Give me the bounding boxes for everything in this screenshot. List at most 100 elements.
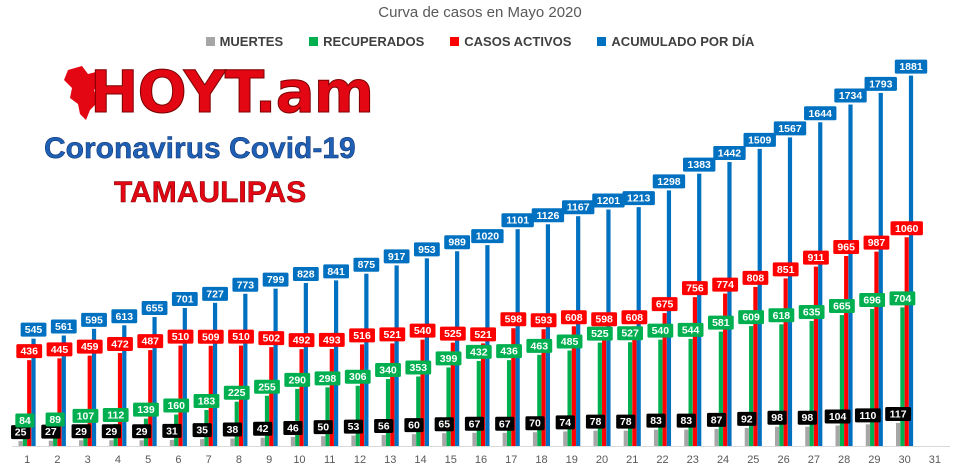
data-label-text: 1213 bbox=[627, 193, 651, 205]
data-label: 306 bbox=[344, 369, 371, 384]
data-label-box bbox=[894, 59, 928, 74]
data-label-text: 67 bbox=[499, 418, 511, 430]
data-label-text: 510 bbox=[172, 331, 190, 343]
data-label-text: 445 bbox=[51, 344, 69, 356]
data-label: 29 bbox=[132, 424, 152, 439]
bar bbox=[325, 387, 330, 446]
data-label-box bbox=[742, 270, 769, 285]
data-label-box bbox=[228, 329, 254, 344]
data-label: 598 bbox=[591, 312, 618, 327]
bar bbox=[139, 440, 144, 446]
data-label-text: 117 bbox=[890, 408, 907, 420]
data-label-box bbox=[622, 191, 655, 206]
data-label-box bbox=[768, 308, 795, 323]
data-label: 436 bbox=[16, 344, 43, 359]
data-label-box bbox=[314, 371, 341, 386]
data-label-box bbox=[20, 322, 47, 337]
data-label-box bbox=[50, 319, 77, 334]
data-label-box bbox=[616, 414, 636, 429]
data-label: 540 bbox=[647, 323, 674, 338]
bar bbox=[904, 237, 909, 446]
data-label: 1793 bbox=[864, 76, 897, 91]
legend-swatch bbox=[450, 37, 460, 46]
data-label-text: 593 bbox=[535, 315, 553, 327]
data-label-text: 35 bbox=[196, 425, 208, 437]
data-label-text: 502 bbox=[263, 333, 281, 345]
bar bbox=[571, 326, 576, 446]
data-label: 608 bbox=[621, 310, 648, 325]
data-label-box bbox=[617, 326, 643, 341]
data-label-box bbox=[262, 272, 289, 287]
x-tick-label: 12 bbox=[354, 454, 366, 466]
data-label-box bbox=[773, 121, 807, 136]
data-label-box bbox=[353, 257, 380, 272]
data-label-text: 160 bbox=[167, 400, 185, 412]
data-label-text: 432 bbox=[470, 346, 488, 358]
data-label: 598 bbox=[500, 312, 527, 327]
legend-label: RECUPERADOS bbox=[323, 34, 425, 49]
bar bbox=[57, 358, 62, 446]
data-label-text: 987 bbox=[868, 237, 886, 249]
data-label: 799 bbox=[262, 272, 289, 287]
bar bbox=[61, 335, 66, 446]
data-label-box bbox=[890, 221, 923, 236]
bar bbox=[809, 320, 814, 446]
data-label-box bbox=[283, 420, 303, 435]
bar bbox=[723, 293, 728, 446]
data-label: 828 bbox=[292, 266, 319, 281]
bar bbox=[779, 324, 784, 446]
data-label: 38 bbox=[222, 422, 243, 437]
x-tick-label: 5 bbox=[145, 454, 151, 466]
data-label: 1020 bbox=[471, 229, 504, 244]
data-label: 67 bbox=[464, 416, 485, 431]
data-label-box bbox=[253, 421, 273, 436]
data-label: 485 bbox=[556, 334, 583, 349]
data-label-box bbox=[682, 281, 708, 296]
data-label: 27 bbox=[41, 424, 61, 439]
data-label-box bbox=[500, 312, 527, 327]
data-label-text: 50 bbox=[317, 422, 329, 434]
bar bbox=[109, 440, 114, 446]
data-label-text: 516 bbox=[353, 330, 371, 342]
legend-swatch bbox=[309, 37, 319, 46]
bar bbox=[446, 367, 451, 446]
bar bbox=[870, 308, 875, 446]
data-label: 727 bbox=[202, 286, 228, 301]
data-label: 675 bbox=[651, 297, 678, 312]
data-label: 472 bbox=[107, 337, 133, 352]
data-label-box bbox=[72, 408, 99, 423]
data-label-box bbox=[738, 310, 765, 325]
data-label-text: 609 bbox=[742, 312, 760, 324]
data-label-text: 46 bbox=[287, 422, 299, 434]
data-label-box bbox=[45, 412, 65, 427]
data-label-text: 1060 bbox=[895, 223, 919, 235]
data-label: 67 bbox=[495, 416, 515, 431]
data-label-text: 774 bbox=[716, 279, 734, 291]
bar bbox=[502, 432, 507, 446]
data-label: 78 bbox=[616, 414, 636, 429]
bar bbox=[481, 343, 486, 446]
data-label: 160 bbox=[163, 398, 190, 413]
data-label-text: 436 bbox=[500, 346, 518, 358]
data-label: 65 bbox=[434, 417, 454, 432]
data-label: 31 bbox=[162, 423, 182, 438]
data-label-text: 544 bbox=[682, 324, 700, 336]
data-label: 436 bbox=[496, 344, 522, 359]
data-label: 459 bbox=[76, 339, 103, 354]
data-label-text: 1734 bbox=[839, 90, 863, 102]
x-tick-label: 10 bbox=[293, 454, 305, 466]
data-label-text: 618 bbox=[773, 310, 791, 322]
x-tick-label: 16 bbox=[475, 454, 487, 466]
data-label: 618 bbox=[768, 308, 795, 323]
x-tick-label: 4 bbox=[115, 454, 121, 466]
bar bbox=[511, 328, 516, 446]
bar bbox=[749, 326, 754, 446]
data-label-text: 53 bbox=[348, 421, 360, 433]
data-label-text: 472 bbox=[111, 339, 129, 351]
x-tick-label: 17 bbox=[505, 454, 517, 466]
data-label-box bbox=[81, 312, 107, 327]
bar bbox=[243, 293, 248, 446]
bar bbox=[329, 348, 334, 446]
x-tick-label: 25 bbox=[747, 454, 759, 466]
